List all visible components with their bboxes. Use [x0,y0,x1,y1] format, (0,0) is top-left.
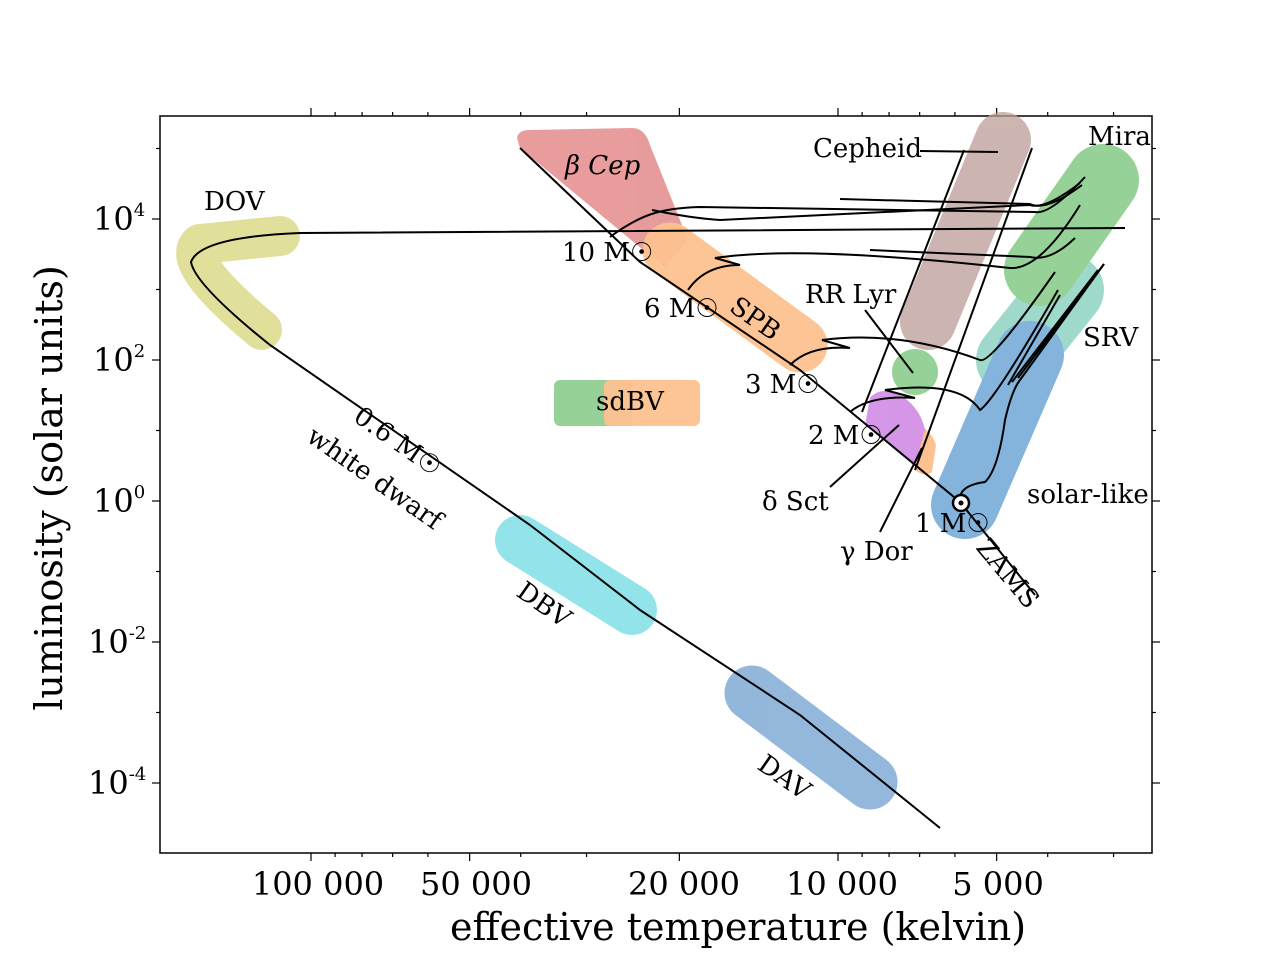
svg-text:10-4: 10-4 [88,764,146,802]
track-2msun [849,289,1059,413]
y-tick-label: 102 [93,341,145,379]
region-dbv [495,515,657,635]
label-mass-6: 6 M☉ [644,294,719,324]
svg-text:100: 100 [93,482,145,520]
label-mass-3: 3 M☉ [745,370,820,400]
label-mira: Mira [1088,122,1151,152]
x-tick-label: 100 000 [252,865,384,903]
cepheid-leader [919,150,999,153]
region-spb [642,222,828,373]
track-3msun [789,271,1056,366]
x-tick-label: 20 000 [628,865,740,903]
svg-text:102: 102 [93,341,145,379]
region-cepheid [900,112,1031,350]
rr-lyr-leader [864,309,914,374]
label-mass-1: 1 M☉ [915,509,990,539]
track-agb-a [1007,263,1105,386]
region-sdbv-orange [604,380,700,426]
region-solar-like [931,321,1064,539]
x-tick-label: 10 000 [786,865,898,903]
track-1msun [959,263,1105,498]
instability-strip-red-edge [914,147,1033,471]
x-tick-label: 5 000 [952,865,1044,903]
label-rr-lyr: RR Lyr [805,280,897,310]
track-6msun-b [869,237,1076,259]
label-beta-cep: β Cep [564,151,641,181]
region-dov [176,216,300,350]
label-srv: SRV [1083,323,1139,353]
x-axis-label: effective temperature (kelvin) [450,905,1026,949]
y-tick-label: 10-2 [88,623,146,661]
label-mass-10: 10 M☉ [562,238,653,268]
sun-icon [951,493,971,513]
zams-line [519,147,1036,596]
label-cepheid: Cepheid [813,134,922,164]
track-extra [839,184,1083,207]
region-dav [724,665,898,810]
label-delta-sct: δ Sct [762,487,829,517]
y-tick-label: 104 [93,200,145,238]
label-solar-like: solar-like [1027,480,1149,510]
x-tick-label: 50 000 [420,865,532,903]
label-mass-2: 2 M☉ [808,421,883,451]
white-dwarf-track [189,227,1126,829]
gamma-dor-leader [879,447,923,533]
delta-sct-leader [829,424,900,488]
label-sdbv: sdBV [596,387,665,417]
y-tick-label: 100 [93,482,145,520]
axis-ticks [152,108,1160,861]
y-axis-label: luminosity (solar units) [27,265,71,711]
region-beta-cep [517,128,688,268]
label-gamma-dor: γ Dor [840,537,913,567]
svg-text:10-2: 10-2 [88,623,146,661]
label-dov: DOV [204,187,266,217]
label-zams: ZAMS [970,533,1045,615]
plot-frame [159,115,1153,854]
instability-strip-blue-edge [861,149,965,413]
track-10msun-b [651,182,1081,222]
y-tick-label: 10-4 [88,764,146,802]
svg-text:104: 104 [93,200,145,238]
